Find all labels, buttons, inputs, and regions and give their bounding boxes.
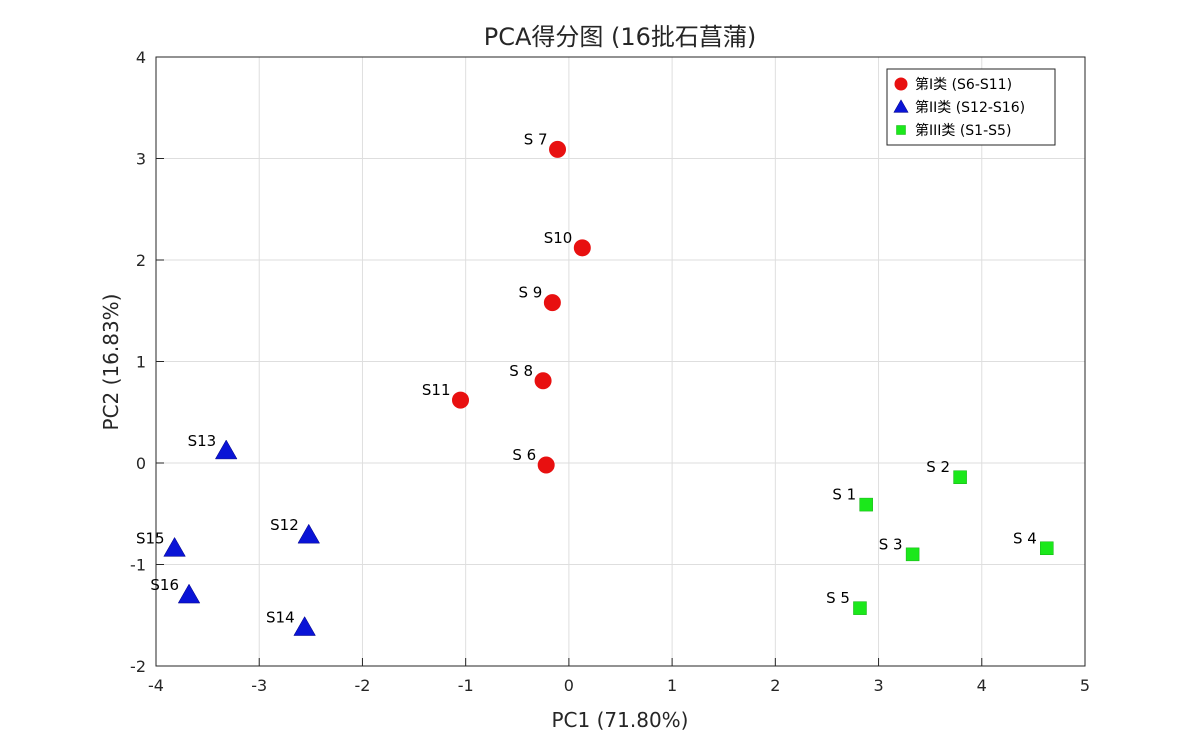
data-point-square xyxy=(1040,541,1054,556)
point-label: S 2 xyxy=(926,458,950,476)
data-points: S 6 S 7 S 8 S 9 S10 S11 S12 S13 S14 S15 S16 S 1 S 2 S… xyxy=(136,130,1054,636)
y-tick-label: 0 xyxy=(136,454,146,473)
point-label: S 5 xyxy=(826,589,850,607)
point-label: S 4 xyxy=(1013,529,1037,547)
x-tick-label: -3 xyxy=(251,676,267,695)
data-point-square xyxy=(905,547,920,562)
x-tick-label: 5 xyxy=(1080,676,1090,695)
legend-entry: 第I类 (S6-S11) xyxy=(915,76,1012,93)
point-label: S15 xyxy=(136,529,165,547)
y-tick-label: 3 xyxy=(136,150,146,169)
data-point-circle xyxy=(452,391,470,409)
data-point-circle xyxy=(543,294,561,312)
data-point-circle xyxy=(549,140,567,158)
point-label: S16 xyxy=(150,576,179,594)
data-point-triangle xyxy=(297,523,320,544)
x-tick-label: 1 xyxy=(667,676,677,695)
x-tick-label: -2 xyxy=(354,676,370,695)
data-point-circle xyxy=(573,239,591,257)
point-label: S 6 xyxy=(512,446,536,464)
x-tick-label: -4 xyxy=(148,676,164,695)
point-label: S11 xyxy=(422,381,451,399)
data-point-square xyxy=(953,470,967,484)
x-tick-label: 0 xyxy=(564,676,574,695)
legend-entry: 第II类 (S12-S16) xyxy=(915,99,1025,116)
data-point-square xyxy=(853,601,867,615)
y-tick-label: 2 xyxy=(136,251,146,270)
legend-marker-square xyxy=(896,125,906,135)
y-tick-label: -2 xyxy=(130,657,146,676)
x-tick-label: 4 xyxy=(977,676,987,695)
data-point-triangle xyxy=(293,616,316,636)
axis-ticks: -4 -3 -2 -1 0 1 2 3 4 5 -2 -1 0 1 2 3 4 xyxy=(130,48,1090,695)
y-tick-label: 1 xyxy=(136,353,146,372)
data-point-circle xyxy=(534,372,552,390)
x-tick-label: 3 xyxy=(873,676,883,695)
point-label: S 7 xyxy=(524,130,548,148)
data-point-triangle xyxy=(214,439,238,460)
point-label: S 3 xyxy=(879,535,903,553)
legend: 第I类 (S6-S11) 第II类 (S12-S16) 第III类 (S1-S5) xyxy=(886,68,1056,146)
x-axis-label: PC1 (71.80%) xyxy=(552,708,689,732)
chart-title: PCA得分图 (16批石菖蒲) xyxy=(484,23,757,51)
point-label: S 9 xyxy=(519,284,543,302)
x-tick-label: -1 xyxy=(458,676,474,695)
x-tick-label: 2 xyxy=(770,676,780,695)
point-label: S10 xyxy=(544,229,573,247)
legend-marker-circle xyxy=(894,77,908,91)
legend-box xyxy=(886,68,1056,146)
y-tick-label: -1 xyxy=(130,556,146,575)
point-label: S14 xyxy=(266,608,295,626)
point-label: S 8 xyxy=(509,362,533,380)
legend-marker-triangle xyxy=(893,99,909,113)
y-tick-label: 4 xyxy=(136,48,146,67)
point-label: S13 xyxy=(188,432,217,450)
point-label: S 1 xyxy=(832,486,856,504)
data-point-triangle xyxy=(177,583,201,604)
grid-lines xyxy=(155,56,1086,667)
data-point-circle xyxy=(537,456,555,474)
y-axis-label: PC2 (16.83%) xyxy=(99,294,123,431)
point-label: S12 xyxy=(270,516,299,534)
data-point-triangle xyxy=(163,536,186,557)
data-point-square xyxy=(859,497,873,512)
legend-entry: 第III类 (S1-S5) xyxy=(915,122,1011,139)
